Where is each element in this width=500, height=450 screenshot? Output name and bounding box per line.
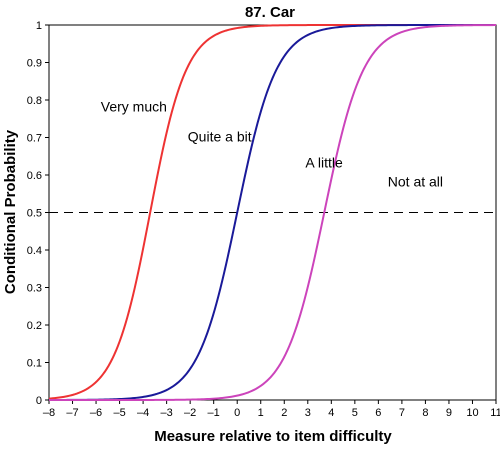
y-tick-label: 0.8 [27, 95, 42, 107]
x-tick-label: –6 [90, 407, 102, 419]
x-tick-label: –5 [113, 407, 125, 419]
x-tick-label: –4 [137, 407, 149, 419]
y-tick-label: 0.4 [27, 245, 42, 257]
x-tick-label: 11 [490, 407, 500, 419]
x-tick-label: –1 [208, 407, 220, 419]
y-tick-label: 0.1 [27, 358, 42, 370]
y-tick-label: 0 [36, 395, 42, 407]
x-axis-label: Measure relative to item difficulty [154, 428, 392, 445]
y-tick-label: 0.7 [27, 133, 42, 145]
x-tick-label: 0 [234, 407, 240, 419]
x-tick-label: –7 [66, 407, 78, 419]
y-tick-label: 0.3 [27, 283, 42, 295]
y-tick-label: 0.2 [27, 320, 42, 332]
x-tick-label: –2 [184, 407, 196, 419]
series-label: Not at all [388, 173, 443, 189]
series-label: Very much [101, 98, 167, 114]
series-line [48, 24, 496, 400]
y-tick-label: 1 [36, 20, 42, 32]
x-tick-label: 4 [328, 407, 334, 419]
plot-area: 00.10.20.30.40.50.60.70.80.91–8 –7 –6 –5 –4–… [27, 20, 500, 419]
series-line [49, 24, 496, 401]
chart-title: 87. Car [245, 4, 295, 21]
x-tick-label: 7 [399, 407, 405, 419]
x-tick-label: 5 [352, 407, 358, 419]
x-tick-label: 9 [446, 407, 452, 419]
y-tick-label: 0.9 [27, 58, 42, 70]
x-tick-label: 6 [375, 407, 381, 419]
x-tick-label: –3 [161, 407, 173, 419]
y-tick-label: 0.5 [27, 208, 42, 220]
x-tick-label: 8 [422, 407, 428, 419]
series-label: Quite a bit [188, 128, 252, 144]
series-line [49, 24, 496, 401]
y-tick-label: 0.6 [27, 170, 42, 182]
y-axis-label: Conditional Probability [2, 129, 19, 294]
x-tick-label: 10 [466, 407, 478, 419]
x-tick-label: –8 [43, 407, 55, 419]
x-tick-label: 2 [281, 407, 287, 419]
series-label: A little [305, 155, 343, 171]
x-tick-label: 1 [258, 407, 264, 419]
x-tick-label: 3 [305, 407, 311, 419]
